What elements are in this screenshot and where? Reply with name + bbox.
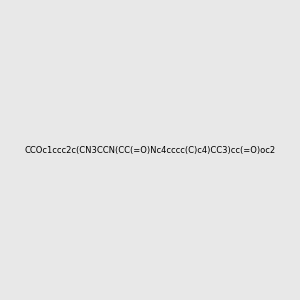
Text: CCOc1ccc2c(CN3CCN(CC(=O)Nc4cccc(C)c4)CC3)cc(=O)oc2: CCOc1ccc2c(CN3CCN(CC(=O)Nc4cccc(C)c4)CC3… bbox=[24, 146, 276, 154]
